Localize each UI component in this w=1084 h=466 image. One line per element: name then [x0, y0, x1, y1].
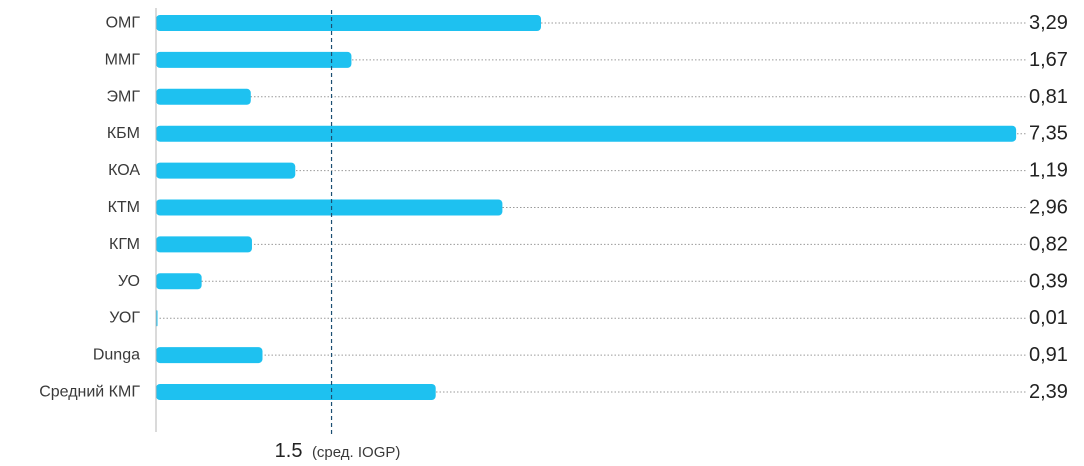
category-label: КБМ [107, 125, 140, 142]
value-label: 1,19 [1029, 160, 1068, 182]
category-label: КОА [108, 162, 140, 179]
bar [156, 88, 251, 105]
value-label: 2,39 [1029, 381, 1068, 403]
value-label: 0,39 [1029, 270, 1068, 292]
value-labels: 3,29 1,67 0,81 7,35 1,19 2,96 0,82 0,39 0,01 0,91… [1029, 12, 1068, 403]
category-label: ЭМГ [107, 88, 141, 105]
category-label: ММГ [105, 51, 141, 68]
reference-line-label: 1.5 (сред. IOGP) [275, 440, 401, 462]
bar [156, 236, 252, 253]
value-label: 0,81 [1029, 86, 1068, 108]
value-label: 1,67 [1029, 49, 1068, 71]
category-label: УОГ [109, 310, 140, 327]
category-label: ОМГ [106, 15, 141, 32]
bars [156, 15, 1017, 400]
bar [156, 15, 542, 31]
reference-value: 1.5 [275, 440, 303, 462]
bar [156, 199, 503, 216]
value-label: 0,91 [1029, 344, 1068, 366]
value-label: 3,29 [1029, 12, 1068, 34]
value-label: 0,82 [1029, 233, 1068, 255]
category-label: КТМ [108, 199, 140, 216]
bar [156, 162, 296, 179]
value-label: 2,96 [1029, 197, 1068, 219]
category-labels: ОМГ ММГ ЭМГ КБМ КОА КТМ КГМ УО УОГ Dunga Средний К… [39, 15, 140, 401]
bar [156, 347, 263, 364]
category-label: Средний КМГ [39, 384, 140, 401]
value-label: 0,01 [1029, 307, 1068, 329]
bar [156, 384, 436, 400]
bar [156, 273, 202, 290]
reference-note: (сред. IOGP) [312, 444, 400, 461]
category-label: Dunga [93, 347, 140, 364]
value-label: 7,35 [1029, 123, 1068, 145]
bar [156, 125, 1017, 142]
bar [156, 51, 352, 68]
category-label: КГМ [109, 236, 140, 253]
category-label: УО [118, 273, 140, 290]
